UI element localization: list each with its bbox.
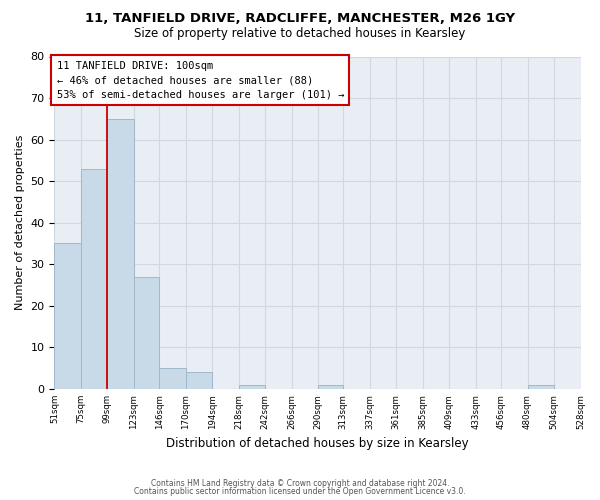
Text: 11 TANFIELD DRIVE: 100sqm
← 46% of detached houses are smaller (88)
53% of semi-: 11 TANFIELD DRIVE: 100sqm ← 46% of detac…	[56, 60, 344, 100]
Text: Size of property relative to detached houses in Kearsley: Size of property relative to detached ho…	[134, 28, 466, 40]
Bar	[134, 276, 159, 389]
Bar	[159, 368, 185, 389]
Bar	[527, 385, 554, 389]
Text: 11, TANFIELD DRIVE, RADCLIFFE, MANCHESTER, M26 1GY: 11, TANFIELD DRIVE, RADCLIFFE, MANCHESTE…	[85, 12, 515, 26]
Text: Contains public sector information licensed under the Open Government Licence v3: Contains public sector information licen…	[134, 487, 466, 496]
Bar	[185, 372, 212, 389]
Bar	[239, 385, 265, 389]
X-axis label: Distribution of detached houses by size in Kearsley: Distribution of detached houses by size …	[166, 437, 469, 450]
Bar	[81, 168, 107, 389]
Bar	[107, 119, 134, 389]
Bar	[318, 385, 343, 389]
Y-axis label: Number of detached properties: Number of detached properties	[15, 135, 25, 310]
Text: Contains HM Land Registry data © Crown copyright and database right 2024.: Contains HM Land Registry data © Crown c…	[151, 478, 449, 488]
Bar	[55, 244, 81, 389]
